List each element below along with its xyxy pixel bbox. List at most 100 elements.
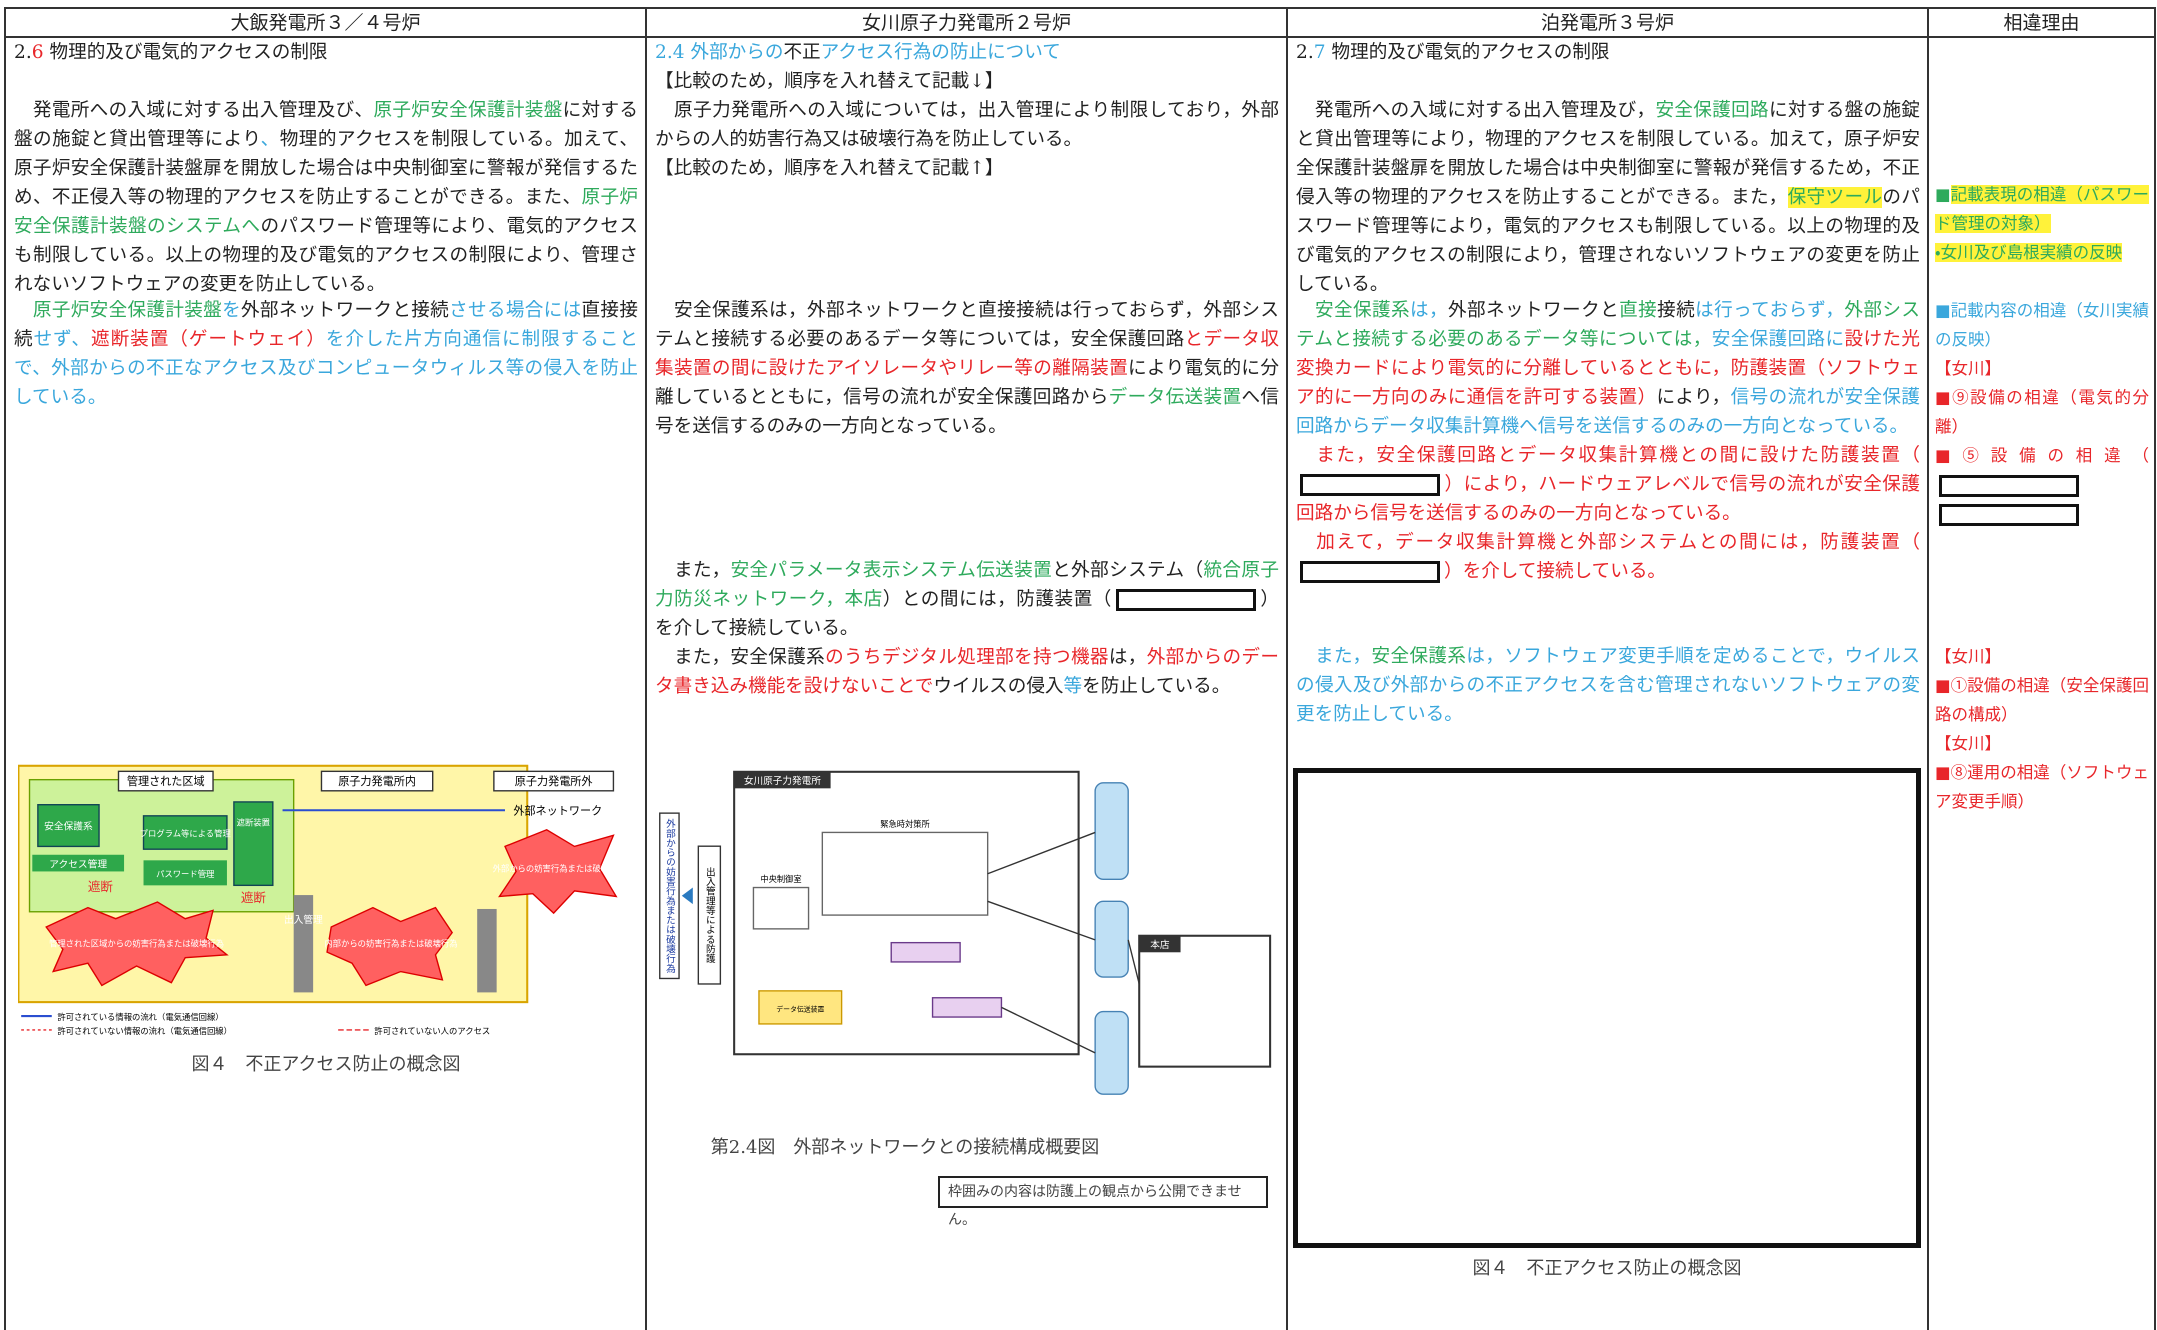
text-run: 物理的アクセスを制限している。加えて、原子炉安全保護計装盤扉を開放した場合は中央… [14, 129, 638, 208]
text-block: 2.7 物理的及び電気的アクセスの制限 発電所への入域に対する出入管理及び，安全… [1296, 38, 1920, 299]
label: アクセス管理 [49, 857, 107, 870]
heading: 2.4 外部からの不正アクセス行為の防止について [655, 38, 1279, 67]
reason: ■記載内容の相違（女川実績の反映） [1935, 296, 2149, 354]
text-run: 管理されないソフトウェアの変更を防止している。 [1296, 245, 1920, 295]
node [1094, 782, 1129, 880]
text-run: を [222, 300, 242, 321]
text-run: 保守ツール [1787, 187, 1883, 208]
text-block: 安全保護系は，外部ネットワークと直接接続は行っておらず，外部システムと接続する必… [1296, 296, 1920, 586]
text-run: のうちデジタル処理部を持つ機器 [825, 647, 1109, 668]
column-header: 泊発電所３号炉 [1540, 12, 1674, 34]
label: 外部ネットワーク [513, 804, 602, 817]
text-run: を介した片方向通信に制限することで、外部からの不正なアクセス及びコンピュータウィ… [14, 329, 638, 408]
paragraph: 発電所への入域に対する出入管理及び，安全保護回路に対する盤の施錠と貸出管理等によ… [1296, 96, 1920, 299]
text-run: に対する盤の施錠と貸出管理等により，物理的アクセスを制限している。加えて，原子炉… [1296, 100, 1920, 208]
text-run: ■⑧運用の相違（ソフトウェア変更手順） [1935, 763, 2149, 811]
text-block: ■記載表現の相違（パスワード管理の対象） ・女川及び島根実績の反映 [1935, 180, 2149, 267]
text-run: また，安全保護系 [655, 647, 826, 668]
paragraph: また，安全保護系は，ソフトウェア変更手順を定めることで，ウイルスの侵入及び外部か… [1296, 642, 1920, 729]
text-run: ■記載内容の相違（女川実績の反映） [1935, 301, 2149, 349]
heading: 2.7 物理的及び電気的アクセスの制限 [1296, 38, 1920, 67]
label: 原子力発電所外 [515, 774, 593, 788]
reason: ■記載表現の相違（パスワード管理の対象） [1935, 180, 2149, 238]
node [142, 815, 228, 850]
label: 内部からの妨害行為または破壊行為 [324, 939, 457, 949]
paragraph: 原子力発電所への入域については，出入管理により制限しており，外部からの人的妨害行… [655, 96, 1279, 154]
link [987, 900, 1096, 941]
node [32, 854, 125, 872]
label: 遮断装置 [237, 818, 270, 828]
rule [1286, 7, 1288, 1330]
burst [45, 901, 229, 987]
gate [477, 908, 497, 993]
label: 安全保護系 [44, 820, 93, 833]
text-run: 安全パラメータ表示システム伝送装置 [730, 560, 1053, 581]
label-box [734, 771, 831, 789]
node [37, 804, 100, 848]
label: 遮断 [88, 879, 114, 894]
notice: 枠囲みの内容は防護上の観点から公開できません。 [938, 1176, 1268, 1228]
text-run [14, 300, 33, 321]
text-run: ■⑤設備の相違（ [1935, 446, 2149, 465]
redaction [1939, 474, 2079, 497]
text-run: 安全保護系 [1371, 646, 1467, 667]
label-box [1139, 935, 1181, 953]
text-run: 統合原子力防災ネットワーク，本店 [655, 560, 1279, 610]
text-run: 等 [1063, 676, 1083, 697]
rule [1927, 7, 1929, 1330]
text-run: 【女川】 [1935, 647, 2001, 666]
node [821, 831, 989, 916]
label: 管理された区域 [127, 774, 205, 788]
text-run: ■①設備の相違（安全保護回路の構成） [1935, 676, 2149, 724]
text-run: 発電所への入域に対する出入管理及び， [1296, 100, 1656, 121]
text-run: ）を介して接続している。 [1444, 561, 1667, 582]
text-run: 記載表現の相違（パスワード管理の対象） [1935, 185, 2149, 233]
reason: ■⑨設備の相違（電気的分離） [1935, 383, 2149, 441]
text-run: 2. [1296, 42, 1314, 63]
text-run: 物理的及び電気的アクセスの制限 [43, 42, 328, 63]
arrow [681, 887, 693, 905]
paragraph: 原子炉安全保護計装盤を外部ネットワークと接続させる場合には直接接続せず、遮断装置… [14, 296, 638, 412]
label: 遮断 [241, 890, 267, 905]
label: 外部からの妨害行為または破壊行為 [493, 863, 618, 873]
text-run: アクセス行為の防止について [820, 42, 1061, 63]
redaction [1300, 561, 1440, 583]
rule [4, 7, 2156, 9]
reason: 【女川】 [1935, 729, 2149, 758]
gate [293, 895, 314, 993]
reason: ■⑧運用の相違（ソフトウェア変更手順） [1935, 758, 2149, 816]
text-run: 遮断装置（ゲートウェイ） [91, 329, 326, 350]
label: 出入管理等による防護 [704, 866, 716, 964]
text-run: また， [655, 560, 731, 581]
node [1094, 1010, 1129, 1095]
text-run: 外部からのデータ書き込み機能を設けないことで [655, 647, 1279, 697]
label: パスワード管理 [156, 869, 215, 879]
text-run: また，安全保護回路とデータ収集計算機との間に設けた防護装置（ [1296, 445, 1920, 466]
text-run: 原子炉安全保護計装盤のシステムへ [14, 187, 638, 237]
text-run: 外部システムと接続する必要のあるデータ等については， [1296, 300, 1920, 350]
caption: 図４ 不正アクセス防止の概念図 [1472, 1258, 1742, 1279]
redaction [1115, 589, 1256, 611]
label-box [493, 770, 615, 792]
text-run: また， [1296, 646, 1372, 667]
legend: 許可されていない情報の流れ（電気通信回線） [57, 1026, 232, 1036]
text-run: 安全保護回路 [1655, 100, 1769, 121]
redaction [1939, 503, 2079, 526]
text-run: ・女川及び島根実績の反映 [1935, 243, 2123, 262]
paragraph: 安全保護系は，外部ネットワークと直接接続は行っておらず，外部システムと接続する必… [1296, 296, 1920, 441]
label: 外部からの妨害行為または破壊行為 [664, 818, 676, 974]
redacted-figure [1293, 768, 1921, 1248]
text-run: 外部ネットワークと接続 [241, 300, 450, 321]
text-run: 直接接続 [14, 300, 638, 350]
text-run: は，ソフトウェア変更手順を定めることで，ウイルスの侵入及び外部からの不正アクセス… [1296, 646, 1920, 725]
text-run: を防止している。 [1082, 676, 1231, 697]
text-run: 加えて，データ収集計算機と外部システムとの間には，防護装置（ [1296, 532, 1920, 553]
text-run: 【女川】 [1935, 734, 2001, 753]
reason: 【女川】 [1935, 642, 2149, 671]
node [931, 997, 1003, 1018]
burst [498, 828, 618, 915]
text-run: ）を介して接続している。 [655, 589, 1279, 639]
text-run: 接続 [1657, 300, 1696, 321]
redaction [1300, 474, 1440, 496]
